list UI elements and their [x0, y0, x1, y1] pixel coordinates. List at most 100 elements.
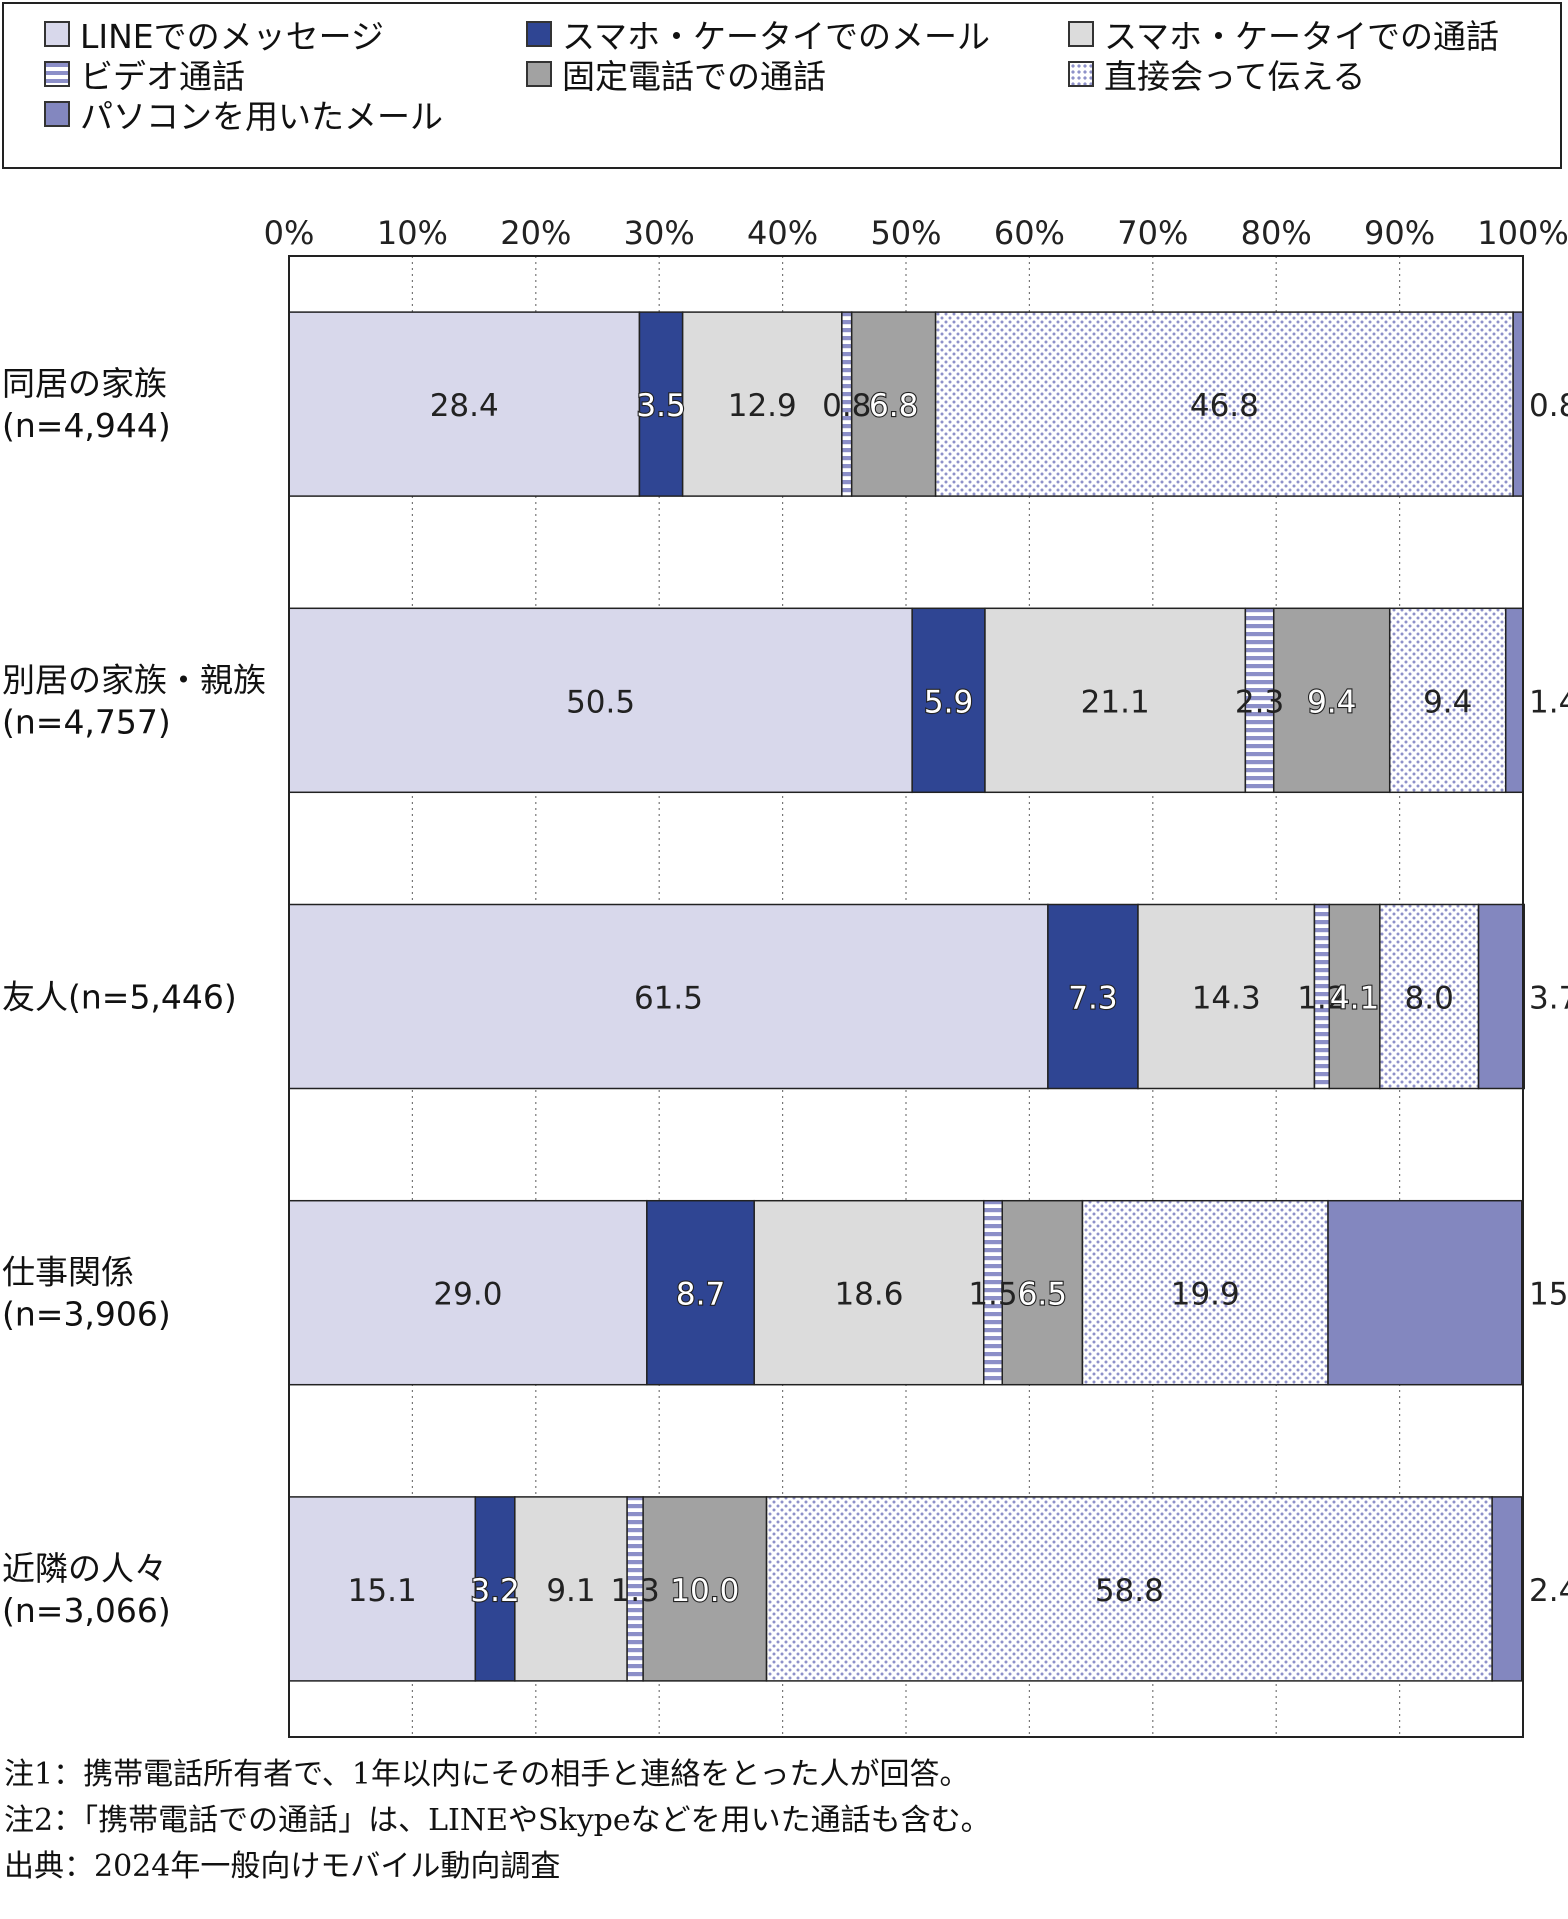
bar-segment	[514, 1496, 628, 1682]
bar-segment	[1477, 903, 1525, 1090]
data-label: 8.7	[676, 1277, 725, 1313]
legend-swatch	[44, 101, 70, 127]
data-label: 28.4	[430, 388, 499, 424]
bar-segment	[288, 903, 1049, 1090]
bar-segment	[1328, 903, 1381, 1090]
x-tick-label: 20%	[500, 214, 571, 252]
legend-item: スマホ・ケータイでのメール	[526, 14, 990, 56]
x-tick-label: 90%	[1364, 214, 1435, 252]
data-label: 15.7	[1529, 1277, 1568, 1313]
data-label: 8.0	[1405, 981, 1454, 1017]
legend: LINEでのメッセージ スマホ・ケータイでのメール スマホ・ケータイでの通話ビデオ通…	[2, 2, 1562, 169]
data-label: 5.9	[924, 684, 973, 720]
bar-segment	[1491, 1496, 1523, 1682]
bar-segment	[638, 311, 684, 497]
category-label: 近隣の人々(n=3,066)	[2, 1549, 171, 1630]
legend-swatch	[44, 61, 70, 87]
data-label: 2.3	[1235, 684, 1284, 720]
bar-segment	[1047, 903, 1139, 1090]
legend-swatch	[1068, 61, 1094, 87]
data-label: 3.5	[636, 388, 685, 424]
bar-segment	[1244, 607, 1275, 794]
x-tick-label: 40%	[747, 214, 818, 252]
data-label: 3.2	[470, 1573, 519, 1609]
note-1: 注1：携帯電話所有者で、1年以内にその相手と連絡をとった人が回答。	[4, 1757, 970, 1792]
data-label: 15.1	[348, 1573, 417, 1609]
legend-swatch	[526, 61, 552, 87]
data-label: 1.4	[1529, 684, 1568, 720]
data-label: 6.8	[869, 388, 918, 424]
x-tick-label: 60%	[994, 214, 1065, 252]
bar-segment	[288, 311, 641, 497]
bar-segment	[681, 311, 843, 497]
legend-item: 直接会って伝える	[1068, 54, 1365, 96]
legend-swatch	[526, 21, 552, 47]
bar-segment	[642, 1496, 768, 1682]
data-label: 0.8	[1529, 388, 1568, 424]
legend-label: パソコンを用いたメール	[80, 97, 443, 136]
legend-label: ビデオ通話	[80, 57, 245, 96]
x-tick-label: 10%	[377, 214, 448, 252]
legend-label: 直接会って伝える	[1104, 57, 1366, 96]
data-label: 2.4	[1529, 1573, 1568, 1609]
data-label: 3.7	[1529, 981, 1568, 1017]
data-label: 0.8	[822, 388, 871, 424]
bar-segment	[1081, 1199, 1329, 1386]
data-label: 19.9	[1171, 1277, 1240, 1313]
legend-item: パソコンを用いたメール	[44, 94, 443, 136]
plot-area-frame	[288, 255, 1524, 1738]
x-tick-label: 100%	[1477, 214, 1568, 252]
data-label: 9.1	[546, 1573, 595, 1609]
bar-segment	[765, 1496, 1493, 1682]
x-tick-label: 50%	[870, 214, 941, 252]
stacked-bar-chart: 0% 10% 20% 30% 40% 50% 60% 70% 80% 90% 100% 同居の家族(…	[2, 214, 1568, 1738]
data-label: 58.8	[1095, 1573, 1164, 1609]
data-label: 7.3	[1068, 981, 1117, 1017]
data-label: 61.5	[634, 981, 703, 1017]
bar-segment	[288, 607, 913, 794]
legend-label: スマホ・ケータイでの通話	[1104, 17, 1500, 56]
data-label: 1.5	[968, 1277, 1017, 1313]
data-label: 1.3	[610, 1573, 659, 1609]
bar-segment	[1272, 607, 1391, 794]
legend-label: 固定電話での通話	[562, 57, 826, 96]
bar-segment	[911, 607, 986, 794]
legend-item: 固定電話での通話	[526, 54, 826, 96]
data-label: 50.5	[566, 684, 635, 720]
category-label: 同居の家族(n=4,944)	[2, 364, 171, 445]
bar-segment	[288, 1199, 648, 1386]
bar-segment	[1379, 903, 1480, 1090]
data-label: 46.8	[1190, 388, 1259, 424]
data-label: 12.9	[728, 388, 797, 424]
footnotes: 注1：携帯電話所有者で、1年以内にその相手と連絡をとった人が回答。 注2：「携帯…	[4, 1752, 991, 1890]
legend-label: LINEでのメッセージ	[80, 17, 384, 56]
bar-segment	[850, 311, 937, 497]
data-label: 1.2	[1297, 981, 1346, 1017]
data-label: 6.5	[1018, 1277, 1067, 1313]
data-label: 29.0	[433, 1277, 502, 1313]
data-label: 14.3	[1192, 981, 1261, 1017]
bar-segment	[934, 311, 1514, 497]
legend-swatch	[1068, 21, 1094, 47]
data-label: 18.6	[834, 1277, 903, 1313]
bar-segment	[1001, 1199, 1084, 1386]
data-label: 10.0	[670, 1573, 739, 1609]
category-label: 友人(n=5,446)	[2, 978, 237, 1017]
legend-item: ビデオ通話	[44, 54, 245, 96]
bar-segment	[288, 1496, 477, 1682]
bar-segment	[1504, 607, 1524, 794]
x-tick-label: 80%	[1241, 214, 1312, 252]
legend-item: LINEでのメッセージ	[44, 14, 384, 56]
bar-segment	[1512, 311, 1524, 497]
source-note: 出典：2024年一般向けモバイル動向調査	[4, 1849, 561, 1884]
bar-segment	[1388, 607, 1507, 794]
note-2: 注2：「携帯電話での通話」は、LINEやSkypeなどを用いた通話も含む。	[4, 1803, 991, 1838]
x-tick-label: 30%	[624, 214, 695, 252]
x-tick-label: 70%	[1117, 214, 1188, 252]
bar-segment	[984, 607, 1247, 794]
legend-item: スマホ・ケータイでの通話	[1068, 14, 1499, 56]
data-label: 9.4	[1423, 684, 1472, 720]
category-label: 仕事関係(n=3,906)	[2, 1253, 171, 1334]
legend-swatch	[44, 21, 70, 47]
category-label: 別居の家族・親族(n=4,757)	[2, 660, 266, 741]
